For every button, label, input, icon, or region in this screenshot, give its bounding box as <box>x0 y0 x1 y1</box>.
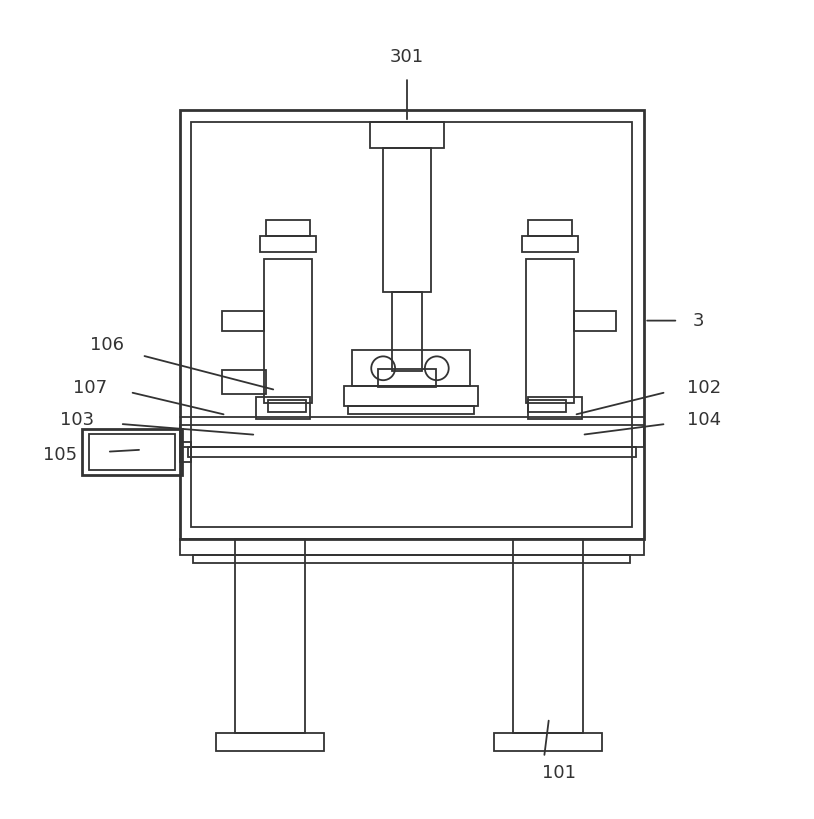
Bar <box>370 122 444 147</box>
Bar <box>266 220 309 236</box>
Bar <box>528 220 572 236</box>
Bar <box>217 733 324 751</box>
Bar <box>268 400 306 412</box>
Text: 301: 301 <box>390 48 424 66</box>
Text: 105: 105 <box>43 446 77 464</box>
Bar <box>514 539 583 733</box>
Bar <box>494 733 602 751</box>
Bar <box>82 429 182 474</box>
Bar <box>352 351 470 387</box>
Bar <box>180 539 645 555</box>
Text: 103: 103 <box>60 411 94 429</box>
Bar <box>90 434 174 469</box>
Bar <box>235 539 304 733</box>
Text: 3: 3 <box>692 311 704 329</box>
Bar <box>194 555 631 563</box>
Bar <box>222 310 264 331</box>
Bar <box>191 122 632 527</box>
Bar <box>180 110 645 539</box>
Bar <box>379 369 435 387</box>
Bar <box>528 397 582 419</box>
Text: 101: 101 <box>542 763 576 781</box>
Text: 107: 107 <box>73 379 107 397</box>
Text: 102: 102 <box>687 379 721 397</box>
Bar <box>348 406 474 414</box>
Bar <box>344 387 478 406</box>
Text: 106: 106 <box>90 337 124 355</box>
Bar <box>256 397 309 419</box>
Bar <box>526 259 574 403</box>
Bar <box>222 370 266 394</box>
Text: 104: 104 <box>687 411 721 429</box>
Bar <box>264 259 312 403</box>
Bar <box>180 425 645 446</box>
Bar <box>392 292 422 371</box>
Bar <box>180 441 191 462</box>
Bar <box>383 147 431 292</box>
Bar <box>528 400 566 412</box>
Bar <box>187 446 637 457</box>
Bar <box>574 310 615 331</box>
Bar <box>260 236 316 252</box>
Bar <box>523 236 578 252</box>
